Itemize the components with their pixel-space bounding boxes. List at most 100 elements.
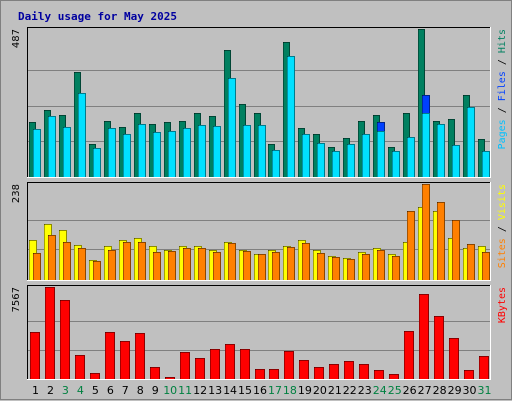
side-legend: KBytes	[497, 287, 508, 323]
bar-pages	[452, 145, 460, 177]
bar-pages	[258, 125, 266, 177]
x-tick-label: 21	[328, 384, 342, 397]
bar-kbytes	[30, 332, 40, 379]
x-tick-label: 28	[433, 384, 447, 397]
bar-pages	[287, 56, 295, 177]
y-max-label: 487	[11, 29, 22, 48]
x-tick-label: 29	[448, 384, 462, 397]
side-legend-item: Visits	[497, 184, 508, 220]
bar-sites	[302, 243, 310, 280]
bar-kbytes	[344, 361, 354, 379]
bar-kbytes	[75, 355, 85, 379]
bar-kbytes	[195, 358, 205, 379]
bar-pages	[347, 144, 355, 177]
x-tick-label: 2	[47, 384, 54, 397]
bar-pages	[123, 134, 131, 177]
bar-kbytes	[419, 294, 429, 379]
bar-pages	[317, 143, 325, 177]
bar-sites	[153, 252, 161, 280]
side-legend-item: Hits	[497, 29, 508, 53]
bar-sites	[287, 247, 295, 280]
bar-pages	[332, 151, 340, 177]
bar-pages	[422, 113, 430, 177]
bars-hits-files-pages	[29, 29, 490, 177]
chart-panels: 487 Pages / Files / Hits 238 Sites / Visits…	[11, 27, 508, 380]
side-legend-item: /	[497, 53, 508, 71]
x-tick-label: 10	[163, 384, 177, 397]
panel-kbytes: 7567 KBytes	[11, 285, 508, 380]
bar-sites	[213, 252, 221, 280]
bar-sites	[63, 242, 71, 280]
x-tick-label: 5	[92, 384, 99, 397]
bar-kbytes	[464, 370, 474, 379]
bar-kbytes	[90, 373, 100, 379]
x-tick-label: 14	[223, 384, 237, 397]
x-tick-label: 20	[313, 384, 327, 397]
bar-pages	[108, 128, 116, 177]
side-legend: Sites / Visits	[497, 184, 508, 268]
bar-kbytes	[240, 349, 250, 379]
bar-kbytes	[210, 349, 220, 379]
x-tick-label: 17	[268, 384, 282, 397]
bar-sites	[258, 254, 266, 280]
bar-pages	[168, 131, 176, 177]
bar-pages	[272, 150, 280, 177]
bar-pages	[93, 148, 101, 177]
bar-sites	[467, 244, 475, 280]
bar-sites	[123, 242, 131, 280]
bar-kbytes	[389, 374, 399, 379]
bar-sites	[362, 254, 370, 280]
bars-kbytes	[30, 287, 489, 379]
bar-sites	[138, 242, 146, 280]
side-legend-item: /	[497, 220, 508, 238]
bar-pages	[78, 93, 86, 177]
x-tick-label: 31	[478, 384, 492, 397]
x-tick-label: 26	[403, 384, 417, 397]
bar-pages	[48, 116, 56, 177]
bar-kbytes	[359, 364, 369, 379]
bar-pages	[138, 124, 146, 177]
bar-pages	[392, 151, 400, 177]
bar-pages	[467, 107, 475, 177]
bar-kbytes	[225, 344, 235, 379]
bar-kbytes	[404, 331, 414, 379]
bar-kbytes	[374, 370, 384, 379]
x-tick-label: 8	[137, 384, 144, 397]
bar-sites	[377, 250, 385, 280]
bar-pages	[228, 78, 236, 177]
bar-sites	[183, 248, 191, 280]
bar-pages	[33, 129, 41, 177]
x-tick-label: 27	[418, 384, 432, 397]
bar-pages	[482, 151, 490, 177]
bar-kbytes	[60, 300, 70, 379]
bar-kbytes	[45, 287, 55, 379]
bar-kbytes	[255, 369, 265, 379]
bar-kbytes	[150, 367, 160, 379]
x-tick-label: 7	[122, 384, 129, 397]
x-tick-label: 30	[463, 384, 477, 397]
panel-hits-files-pages: 487 Pages / Files / Hits	[11, 27, 508, 178]
x-tick-label: 16	[253, 384, 267, 397]
bar-sites	[228, 243, 236, 280]
bar-sites	[108, 250, 116, 280]
bar-kbytes	[269, 369, 279, 379]
bar-pages	[183, 128, 191, 177]
bar-kbytes	[329, 364, 339, 379]
bar-sites	[422, 184, 430, 280]
bar-sites	[272, 252, 280, 280]
x-axis: 1 2 3 4 5 6 7 8 9 10 11 12 13 14 15 16 17 18 19 20 21 22 23 24 2…	[32, 384, 492, 397]
bar-sites	[407, 211, 415, 280]
bar-sites	[347, 259, 355, 280]
bar-sites	[452, 220, 460, 280]
bar-sites	[78, 248, 86, 280]
bar-kbytes	[180, 352, 190, 379]
side-legend-item: Pages	[497, 119, 508, 149]
bar-pages	[377, 131, 385, 177]
x-tick-label: 11	[178, 384, 192, 397]
x-tick-label: 24	[373, 384, 387, 397]
bar-kbytes	[165, 377, 175, 379]
bar-pages	[213, 126, 221, 177]
bar-kbytes	[314, 367, 324, 379]
bar-kbytes	[449, 338, 459, 379]
